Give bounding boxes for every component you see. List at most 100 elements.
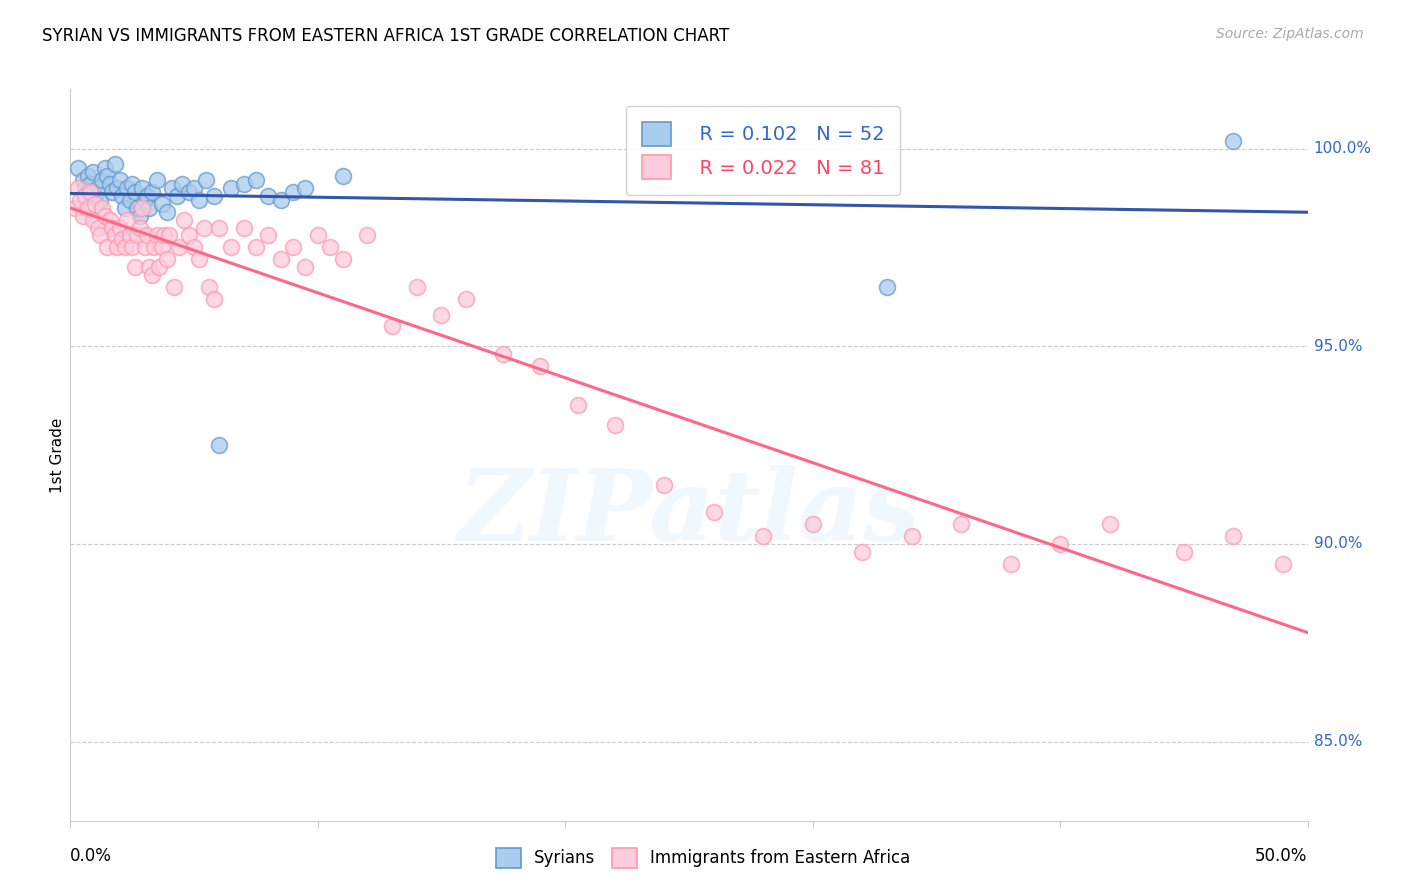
Point <box>136 189 159 203</box>
Point <box>101 220 124 235</box>
Point <box>146 228 169 243</box>
Point <box>232 177 254 191</box>
Point <box>89 193 111 207</box>
Point <box>281 185 304 199</box>
Point <box>270 193 292 207</box>
Text: SYRIAN VS IMMIGRANTS FROM EASTERN AFRICA 1ST GRADE CORRELATION CHART: SYRIAN VS IMMIGRANTS FROM EASTERN AFRICA… <box>42 27 730 45</box>
Point <box>219 181 242 195</box>
Point <box>82 165 104 179</box>
Legend: Syrians, Immigrants from Eastern Africa: Syrians, Immigrants from Eastern Africa <box>489 841 917 875</box>
Point <box>170 177 193 191</box>
Point <box>177 228 200 243</box>
Point <box>148 260 170 274</box>
Point <box>405 280 427 294</box>
Point <box>136 228 159 243</box>
Point <box>245 173 267 187</box>
Text: 95.0%: 95.0% <box>1313 339 1362 354</box>
Point <box>332 169 354 184</box>
Point <box>104 228 127 243</box>
Point <box>114 201 136 215</box>
Point <box>160 181 183 195</box>
Point <box>150 240 173 254</box>
Point <box>232 220 254 235</box>
Point <box>105 181 128 195</box>
Text: 85.0%: 85.0% <box>1313 734 1362 749</box>
Point <box>652 477 675 491</box>
Point <box>202 189 225 203</box>
Y-axis label: 1st Grade: 1st Grade <box>49 417 65 492</box>
Point <box>124 260 146 274</box>
Point <box>156 252 179 267</box>
Point <box>245 240 267 254</box>
Text: 50.0%: 50.0% <box>1256 847 1308 865</box>
Point <box>143 240 166 254</box>
Point <box>703 505 725 519</box>
Point <box>1098 517 1121 532</box>
Point <box>150 197 173 211</box>
Point <box>141 185 163 199</box>
Point <box>193 220 215 235</box>
Point <box>257 228 280 243</box>
Point <box>115 212 138 227</box>
Point <box>98 212 121 227</box>
Point <box>1000 557 1022 571</box>
Point <box>86 220 108 235</box>
Point <box>381 319 404 334</box>
Point <box>153 228 176 243</box>
Point <box>96 240 118 254</box>
Point <box>167 240 190 254</box>
Point <box>72 209 94 223</box>
Legend:   R = 0.102   N = 52,   R = 0.022   N = 81: R = 0.102 N = 52, R = 0.022 N = 81 <box>627 106 900 194</box>
Point <box>66 181 89 195</box>
Point <box>121 240 143 254</box>
Point <box>1049 537 1071 551</box>
Point <box>177 185 200 199</box>
Point <box>127 201 149 215</box>
Point <box>430 308 453 322</box>
Point <box>82 212 104 227</box>
Point <box>202 292 225 306</box>
Point <box>111 189 134 203</box>
Point <box>127 228 149 243</box>
Point <box>1173 545 1195 559</box>
Point <box>456 292 478 306</box>
Point <box>1271 557 1294 571</box>
Point <box>94 209 117 223</box>
Text: 0.0%: 0.0% <box>70 847 112 865</box>
Point <box>101 185 124 199</box>
Point <box>118 193 141 207</box>
Point <box>356 228 378 243</box>
Point <box>108 173 131 187</box>
Point <box>198 280 221 294</box>
Point <box>96 169 118 184</box>
Point <box>66 161 89 176</box>
Point <box>851 545 873 559</box>
Point <box>84 189 107 203</box>
Point <box>124 185 146 199</box>
Point <box>208 220 231 235</box>
Point <box>173 212 195 227</box>
Point <box>183 181 205 195</box>
Point <box>128 209 150 223</box>
Point <box>128 220 150 235</box>
Text: ZIPatlas: ZIPatlas <box>458 466 920 562</box>
Point <box>281 240 304 254</box>
Point <box>131 201 153 215</box>
Point <box>134 240 156 254</box>
Point <box>529 359 551 373</box>
Point <box>567 399 589 413</box>
Point <box>188 252 211 267</box>
Point <box>208 438 231 452</box>
Point <box>84 197 107 211</box>
Point <box>141 268 163 282</box>
Point <box>98 177 121 191</box>
Point <box>79 185 101 199</box>
Point <box>752 529 775 543</box>
Point <box>108 220 131 235</box>
Point <box>294 260 316 274</box>
Point <box>89 228 111 243</box>
Point <box>69 193 91 207</box>
Point <box>183 240 205 254</box>
Point <box>115 181 138 195</box>
Point <box>75 181 97 195</box>
